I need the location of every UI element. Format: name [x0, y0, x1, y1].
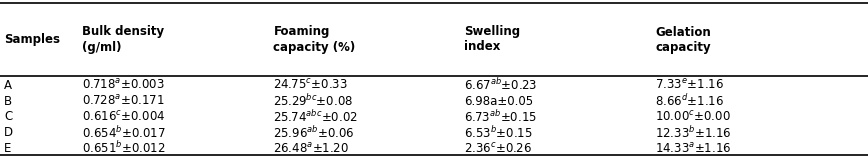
Text: 6.73$^{ab}$±0.15: 6.73$^{ab}$±0.15 [464, 109, 537, 125]
Text: 0.654$^{b}$±0.017: 0.654$^{b}$±0.017 [82, 125, 167, 141]
Text: 25.29$^{bc}$±0.08: 25.29$^{bc}$±0.08 [273, 93, 353, 109]
Text: C: C [4, 110, 13, 123]
Text: Gelation
capacity: Gelation capacity [655, 25, 711, 54]
Text: 12.33$^{b}$±1.16: 12.33$^{b}$±1.16 [655, 125, 732, 141]
Text: 6.67$^{ab}$±0.23: 6.67$^{ab}$±0.23 [464, 77, 537, 93]
Text: 0.616$^{c}$±0.004: 0.616$^{c}$±0.004 [82, 110, 166, 124]
Text: Foaming
capacity (%): Foaming capacity (%) [273, 25, 356, 54]
Text: 25.96$^{ab}$±0.06: 25.96$^{ab}$±0.06 [273, 125, 355, 141]
Text: 14.33$^{a}$±1.16: 14.33$^{a}$±1.16 [655, 142, 732, 155]
Text: E: E [4, 142, 11, 155]
Text: 0.651$^{b}$±0.012: 0.651$^{b}$±0.012 [82, 141, 166, 156]
Text: 2.36$^{c}$±0.26: 2.36$^{c}$±0.26 [464, 142, 532, 155]
Text: 24.75$^{c}$±0.33: 24.75$^{c}$±0.33 [273, 78, 348, 92]
Text: 6.98a±0.05: 6.98a±0.05 [464, 95, 534, 108]
Text: D: D [4, 126, 14, 139]
Text: 0.718$^{a}$±0.003: 0.718$^{a}$±0.003 [82, 78, 165, 92]
Text: 6.53$^{b}$±0.15: 6.53$^{b}$±0.15 [464, 125, 533, 141]
Text: 7.33$^{e}$±1.16: 7.33$^{e}$±1.16 [655, 78, 724, 92]
Text: B: B [4, 95, 12, 108]
Text: 0.728$^{a}$±0.171: 0.728$^{a}$±0.171 [82, 94, 165, 108]
Text: Bulk density
(g/ml): Bulk density (g/ml) [82, 25, 165, 54]
Text: Swelling
index: Swelling index [464, 25, 521, 54]
Text: 8.66$^{d}$±1.16: 8.66$^{d}$±1.16 [655, 93, 725, 109]
Text: Samples: Samples [4, 33, 61, 46]
Text: 10.00$^{c}$±0.00: 10.00$^{c}$±0.00 [655, 110, 731, 124]
Text: A: A [4, 79, 12, 92]
Text: 26.48$^{a}$±1.20: 26.48$^{a}$±1.20 [273, 142, 349, 155]
Text: 25.74$^{abc}$±0.02: 25.74$^{abc}$±0.02 [273, 109, 358, 125]
